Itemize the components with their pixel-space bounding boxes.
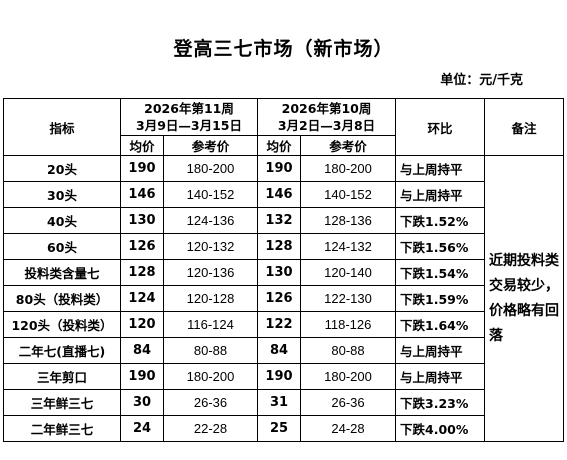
- row-ref-price-week-11: 180-200: [163, 155, 258, 182]
- header-change: 环比: [395, 98, 486, 156]
- header-avg-price-week-10: 均价: [257, 135, 301, 156]
- row-indicator: 30头: [3, 181, 121, 208]
- row-avg-price-week-11: 146: [120, 181, 164, 208]
- row-ref-price-week-10: 140-152: [299, 181, 397, 208]
- row-indicator: 80头（投料类）: [3, 285, 121, 312]
- row-change: 下跌1.56%: [395, 233, 486, 260]
- row-avg-price-week-10: 130: [257, 259, 301, 286]
- row-ref-price-week-10: 128-136: [299, 207, 397, 234]
- row-change: 下跌1.54%: [395, 259, 486, 286]
- row-avg-price-week-11: 190: [120, 363, 164, 390]
- row-indicator: 三年鲜三七: [3, 389, 121, 416]
- header-ref-price-week-10: 参考价: [299, 135, 397, 156]
- table-row: 120头（投料类） 120 116-124 122 118-126 下跌1.64%: [3, 311, 564, 338]
- row-ref-price-week-11: 80-88: [163, 337, 258, 364]
- row-ref-price-week-10: 26-36: [299, 389, 397, 416]
- row-avg-price-week-11: 120: [120, 311, 164, 338]
- row-change: 下跌4.00%: [395, 415, 486, 442]
- row-avg-price-week-11: 130: [120, 207, 164, 234]
- row-indicator: 投料类含量七: [3, 259, 121, 286]
- page-title: 登高三七市场（新市场）: [173, 38, 394, 60]
- table-body: 指标 2026年第11周 3月9日—3月15日 2026年第10周 3月2日—3…: [3, 98, 565, 442]
- row-ref-price-week-10: 118-126: [299, 311, 397, 338]
- row-avg-price-week-10: 190: [257, 155, 301, 182]
- unit-label: 单位：元/千克: [440, 73, 523, 88]
- row-change: 与上周持平: [395, 181, 486, 208]
- table-row: 投料类含量七 128 120-136 130 120-140 下跌1.54%: [3, 259, 564, 286]
- row-indicator: 40头: [3, 207, 121, 234]
- header-week-10-dates: 3月2日—3月8日: [277, 118, 376, 133]
- row-avg-price-week-10: 128: [257, 233, 301, 260]
- table-row: 三年鲜三七 30 26-36 31 26-36 下跌3.23%: [3, 389, 564, 416]
- row-change: 下跌1.59%: [395, 285, 486, 312]
- header-week-11: 2026年第11周 3月9日—3月15日: [120, 98, 258, 136]
- row-avg-price-week-11: 128: [120, 259, 164, 286]
- row-avg-price-week-10: 146: [257, 181, 301, 208]
- row-ref-price-week-10: 180-200: [299, 155, 397, 182]
- row-ref-price-week-11: 26-36: [163, 389, 258, 416]
- table-row: 30头 146 140-152 146 140-152 与上周持平: [3, 181, 564, 208]
- row-indicator: 120头（投料类）: [3, 311, 121, 338]
- row-change: 与上周持平: [395, 155, 486, 182]
- price-table: 指标 2026年第11周 3月9日—3月15日 2026年第10周 3月2日—3…: [3, 98, 565, 442]
- header-row-1: 指标 2026年第11周 3月9日—3月15日 2026年第10周 3月2日—3…: [3, 98, 565, 156]
- row-indicator: 二年鲜三七: [3, 415, 121, 442]
- row-avg-price-week-10: 122: [257, 311, 301, 338]
- header-week-10: 2026年第10周 3月2日—3月8日: [256, 98, 397, 136]
- table-row: 60头 126 120-132 128 124-132 下跌1.56%: [3, 233, 564, 260]
- row-ref-price-week-10: 24-28: [299, 415, 397, 442]
- row-indicator: 60头: [3, 233, 121, 260]
- header-ref-price-week-11: 参考价: [163, 135, 258, 156]
- row-avg-price-week-11: 84: [120, 337, 164, 364]
- row-change: 与上周持平: [395, 363, 486, 390]
- table-row: 二年七(直播七) 84 80-88 84 80-88 与上周持平: [3, 337, 564, 364]
- row-indicator: 三年剪口: [3, 363, 121, 390]
- row-ref-price-week-10: 80-88: [299, 337, 397, 364]
- row-avg-price-week-10: 31: [257, 389, 301, 416]
- header-indicator: 指标: [3, 98, 121, 156]
- row-avg-price-week-11: 30: [120, 389, 164, 416]
- row-avg-price-week-10: 25: [257, 415, 301, 442]
- row-ref-price-week-11: 22-28: [163, 415, 258, 442]
- table-row: 80头（投料类） 124 120-128 126 122-130 下跌1.59%: [3, 285, 564, 312]
- row-change: 下跌3.23%: [395, 389, 486, 416]
- row-avg-price-week-11: 124: [120, 285, 164, 312]
- row-ref-price-week-11: 120-128: [163, 285, 258, 312]
- row-ref-price-week-11: 124-136: [163, 207, 258, 234]
- row-ref-price-week-10: 124-132: [299, 233, 397, 260]
- header-avg-price-week-11: 均价: [120, 135, 164, 156]
- row-change: 下跌1.64%: [395, 311, 486, 338]
- row-avg-price-week-10: 190: [257, 363, 301, 390]
- table-row: 三年剪口 190 180-200 190 180-200 与上周持平: [3, 363, 564, 390]
- table-row: 40头 130 124-136 132 128-136 下跌1.52%: [3, 207, 564, 234]
- header-week-10-title: 2026年第10周: [281, 101, 372, 116]
- row-ref-price-week-11: 140-152: [163, 181, 258, 208]
- remark-cell: 近期投料类交易较少，价格略有回落: [484, 155, 565, 442]
- row-avg-price-week-10: 132: [257, 207, 301, 234]
- table-row: 二年鲜三七 24 22-28 25 24-28 下跌4.00%: [3, 415, 564, 442]
- row-indicator: 20头: [3, 155, 121, 182]
- row-indicator: 二年七(直播七): [3, 337, 121, 364]
- table-row: 20头 190 180-200 190 180-200 与上周持平 近期投料类交易较少，价格…: [3, 155, 565, 442]
- row-avg-price-week-11: 24: [120, 415, 164, 442]
- row-ref-price-week-11: 180-200: [163, 363, 258, 390]
- row-ref-price-week-10: 122-130: [299, 285, 397, 312]
- row-ref-price-week-10: 180-200: [299, 363, 397, 390]
- row-ref-price-week-11: 120-132: [163, 233, 258, 260]
- row-avg-price-week-11: 126: [120, 233, 164, 260]
- row-avg-price-week-11: 190: [120, 155, 164, 182]
- row-change: 下跌1.52%: [395, 207, 486, 234]
- row-ref-price-week-11: 116-124: [163, 311, 258, 338]
- header-remark: 备注: [484, 98, 565, 156]
- row-change: 与上周持平: [395, 337, 486, 364]
- row-ref-price-week-10: 120-140: [299, 259, 397, 286]
- row-avg-price-week-10: 84: [257, 337, 301, 364]
- row-avg-price-week-10: 126: [257, 285, 301, 312]
- header-row-2: 均价 参考价 均价 参考价: [4, 135, 564, 156]
- header-week-11-dates: 3月9日—3月15日: [136, 118, 242, 133]
- row-ref-price-week-11: 120-136: [163, 259, 258, 286]
- header-week-11-title: 2026年第11周: [144, 101, 234, 116]
